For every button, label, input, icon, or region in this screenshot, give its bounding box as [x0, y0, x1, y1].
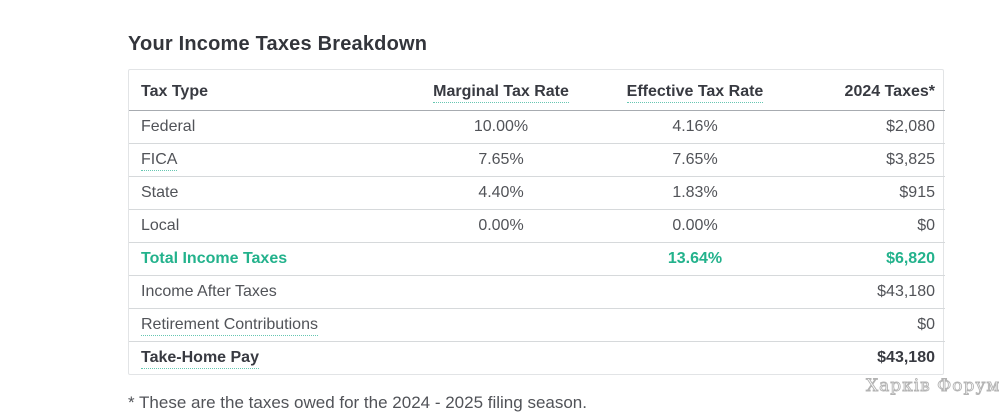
filing-season-footnote: * These are the taxes owed for the 2024 …: [128, 393, 587, 412]
table-row: FICA 7.65% 7.65% $3,825: [129, 143, 945, 177]
table-header-row: Tax Type Marginal Tax Rate Effective Tax…: [129, 70, 945, 111]
table-row: Local 0.00% 0.00% $0: [129, 209, 945, 243]
cell-taxes-amount: $915: [777, 176, 945, 210]
cell-tax-type: Income After Taxes: [129, 275, 389, 309]
cell-tax-type: Federal: [129, 110, 389, 144]
table-row: Take-Home Pay $43,180: [129, 342, 945, 375]
cell-marginal-rate: [389, 308, 613, 342]
cell-taxes-amount: $43,180: [877, 349, 935, 366]
cell-tax-type: State: [129, 176, 389, 210]
cell-marginal-rate: 0.00%: [389, 209, 613, 243]
cell-tax-type: Take-Home Pay: [129, 342, 389, 375]
tooltip-term[interactable]: Take-Home Pay: [141, 349, 259, 369]
cell-tax-type: Retirement Contributions: [129, 308, 389, 342]
cell-effective-rate: 7.65%: [613, 143, 777, 177]
cell-marginal-rate: [389, 342, 613, 375]
column-header-2024-taxes: 2024 Taxes*: [777, 70, 945, 111]
table-row: Income After Taxes $43,180: [129, 275, 945, 309]
cell-effective-rate: 0.00%: [613, 209, 777, 243]
cell-effective-rate: 1.83%: [613, 176, 777, 210]
cell-taxes-amount: $0: [777, 308, 945, 342]
tooltip-term[interactable]: FICA: [141, 151, 178, 171]
cell-effective-rate: 13.64%: [613, 242, 777, 276]
cell-effective-rate: 4.16%: [613, 110, 777, 144]
table-row: Total Income Taxes 13.64% $6,820: [129, 242, 945, 276]
tax-breakdown-table: Tax Type Marginal Tax Rate Effective Tax…: [129, 70, 945, 374]
cell-tax-type: Total Income Taxes: [129, 242, 389, 276]
cell-taxes-amount: $0: [777, 209, 945, 243]
table-row: Retirement Contributions $0: [129, 308, 945, 342]
cell-marginal-rate: [389, 242, 613, 276]
cell-marginal-rate: 4.40%: [389, 176, 613, 210]
page-title: Your Income Taxes Breakdown: [128, 33, 428, 55]
cell-tax-type: Local: [129, 209, 389, 243]
cell-taxes-amount: $3,825: [777, 143, 945, 177]
cell-taxes-amount: $43,180: [777, 275, 945, 309]
table-row: Federal 10.00% 4.16% $2,080: [129, 110, 945, 144]
cell-marginal-rate: 10.00%: [389, 110, 613, 144]
column-header-tax-type: Tax Type: [129, 70, 389, 111]
table-body: Federal 10.00% 4.16% $2,080 FICA 7.65% 7.65% $3…: [129, 110, 945, 375]
cell-effective-rate: [613, 275, 777, 309]
tooltip-term[interactable]: Retirement Contributions: [141, 316, 318, 336]
cell-marginal-rate: 7.65%: [389, 143, 613, 177]
marginal-tax-rate-tooltip-term[interactable]: Marginal Tax Rate: [433, 83, 569, 103]
column-header-marginal-tax-rate: Marginal Tax Rate: [389, 70, 613, 111]
cell-marginal-rate: [389, 275, 613, 309]
tax-breakdown-table-card: Tax Type Marginal Tax Rate Effective Tax…: [128, 69, 945, 375]
cell-taxes-amount: $2,080: [777, 110, 945, 144]
cell-effective-rate: [613, 342, 777, 375]
cell-taxes-amount: $6,820: [777, 242, 945, 276]
column-header-effective-tax-rate: Effective Tax Rate: [613, 70, 777, 111]
cell-tax-type: FICA: [129, 143, 389, 177]
cell-effective-rate: [613, 308, 777, 342]
table-row: State 4.40% 1.83% $915: [129, 176, 945, 210]
effective-tax-rate-tooltip-term[interactable]: Effective Tax Rate: [626, 83, 764, 103]
income-taxes-breakdown-section: Your Income Taxes Breakdown Tax Type Mar…: [128, 33, 945, 413]
